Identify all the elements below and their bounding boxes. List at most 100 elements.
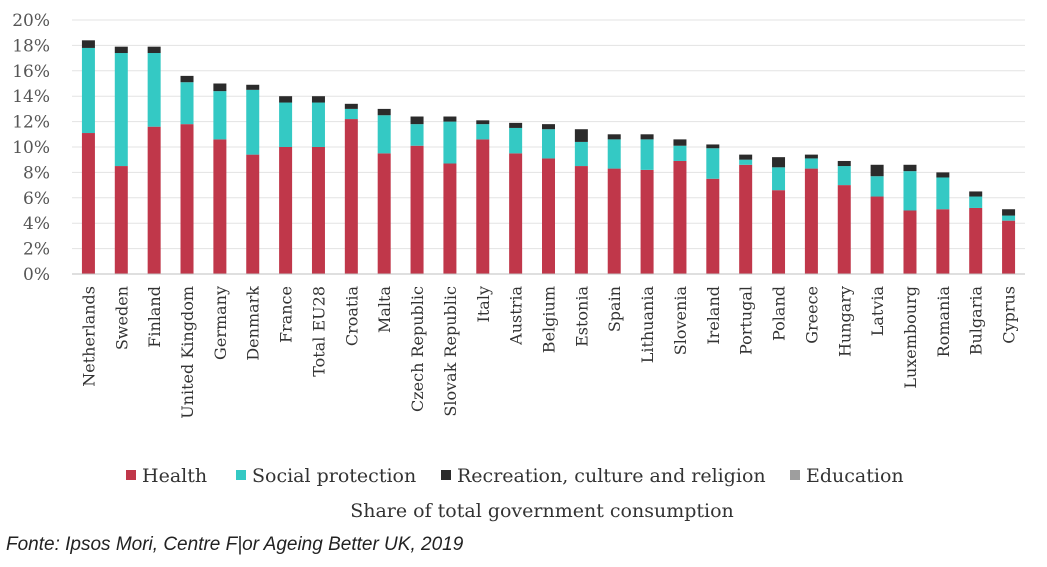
x-tick-label: Germany <box>211 286 230 360</box>
bar-segment-health <box>311 147 325 274</box>
bar-segment-recreation-culture-and-religion <box>443 116 457 122</box>
bar-segment-health <box>180 124 194 274</box>
x-tick-label: Austria <box>507 286 526 346</box>
bar-segment-health <box>903 210 917 274</box>
bar-segment-social-protection <box>279 102 293 147</box>
bar-segment-social-protection <box>476 124 490 140</box>
bar-segment-social-protection <box>640 139 654 170</box>
x-tick-label: Denmark <box>244 286 263 361</box>
bar-segment-recreation-culture-and-religion <box>476 120 490 125</box>
x-tick-label: Croatia <box>342 286 361 347</box>
bar-segment-social-protection <box>180 82 194 125</box>
bar-segment-recreation-culture-and-religion <box>344 103 358 109</box>
x-axis-title: Share of total government consumption <box>350 500 734 522</box>
y-axis-ticks: 0% 2% 4% 6% 8% 10% 12% 14% 16% 18% 20% <box>12 11 50 285</box>
x-tick-label: Slovak Republic <box>441 286 460 417</box>
x-tick-label: Total EU28 <box>309 286 328 377</box>
bar-segment-social-protection <box>509 127 523 154</box>
legend-swatch <box>126 470 136 480</box>
bar-segment-social-protection <box>246 89 260 155</box>
bar-segment-health <box>542 158 555 274</box>
bar-segment-social-protection <box>147 53 161 127</box>
x-tick-label: United Kingdom <box>178 286 197 419</box>
bar-segment-social-protection <box>542 129 555 159</box>
bars <box>81 40 1016 275</box>
bar-segment-social-protection <box>936 177 950 210</box>
x-tick-label: Greece <box>802 286 821 344</box>
bar-segment-recreation-culture-and-religion <box>180 75 194 83</box>
bar-segment-recreation-culture-and-religion <box>213 83 227 92</box>
bar-segment-health <box>739 164 753 274</box>
legend-label: Education <box>806 465 904 487</box>
bar-segment-health <box>706 178 720 274</box>
y-tick-label: 14% <box>12 87 50 107</box>
bar-segment-social-protection <box>673 145 687 161</box>
bar-segment-recreation-culture-and-religion <box>837 160 851 167</box>
bar-segment-health <box>509 153 523 274</box>
x-tick-label: Luxembourg <box>901 286 920 389</box>
bar-segment-health <box>837 185 851 274</box>
bar-segment-health <box>344 119 358 274</box>
y-tick-label: 2% <box>23 240 50 260</box>
x-tick-label: Cyprus <box>1000 286 1019 344</box>
bar-segment-health <box>969 207 983 274</box>
legend-label: Social protection <box>252 465 416 487</box>
bar-segment-social-protection <box>706 148 720 179</box>
bar-segment-recreation-culture-and-religion <box>147 46 161 54</box>
x-tick-label: Bulgaria <box>967 286 986 356</box>
bar-segment-health <box>279 147 293 274</box>
bar-segment-social-protection <box>114 53 128 167</box>
bar-segment-health <box>147 126 161 275</box>
y-tick-label: 12% <box>12 113 50 133</box>
bar-segment-recreation-culture-and-religion <box>246 84 260 90</box>
legend-label: Health <box>142 465 207 487</box>
bar-segment-social-protection <box>311 102 325 147</box>
legend-swatch <box>790 470 800 480</box>
bar-segment-social-protection <box>772 167 786 191</box>
bar-segment-social-protection <box>870 176 884 197</box>
source-note: Fonte: Ipsos Mori, Centre F|or Ageing Be… <box>6 534 464 555</box>
bar-segment-recreation-culture-and-religion <box>706 144 720 149</box>
y-tick-label: 0% <box>23 265 50 285</box>
bar-segment-health <box>936 209 950 274</box>
bar-segment-health <box>213 139 227 274</box>
x-tick-label: Slovenia <box>671 286 690 356</box>
y-tick-label: 8% <box>23 163 50 183</box>
bar-segment-recreation-culture-and-religion <box>1002 209 1016 216</box>
legend-swatch <box>441 470 451 480</box>
bar-segment-recreation-culture-and-religion <box>607 134 621 140</box>
bar-segment-health <box>443 163 457 274</box>
x-tick-label: Belgium <box>540 286 559 353</box>
x-axis-categories: Netherlands Sweden Finland United Kingdom Ge… <box>79 286 1018 419</box>
bar-segment-recreation-culture-and-religion <box>772 157 786 168</box>
y-tick-label: 4% <box>23 214 50 234</box>
bar-segment-recreation-culture-and-religion <box>903 164 917 172</box>
x-tick-label: Czech Republic <box>408 286 427 412</box>
bar-segment-social-protection <box>81 47 95 134</box>
bar-segment-social-protection <box>443 121 457 164</box>
bar-segment-health <box>410 145 424 274</box>
bar-segment-social-protection <box>739 159 753 165</box>
bar-segment-social-protection <box>837 166 851 186</box>
bar-segment-recreation-culture-and-religion <box>311 96 325 103</box>
bar-segment-recreation-culture-and-religion <box>870 164 884 177</box>
x-tick-label: Malta <box>375 286 394 333</box>
x-tick-label: Latvia <box>868 286 887 337</box>
bar-segment-recreation-culture-and-religion <box>969 191 983 197</box>
bar-segment-recreation-culture-and-religion <box>81 40 95 48</box>
bar-segment-social-protection <box>574 141 588 167</box>
y-tick-label: 10% <box>12 138 50 158</box>
x-tick-label: Lithuania <box>638 286 657 364</box>
y-tick-label: 20% <box>12 11 50 31</box>
legend-swatch <box>236 470 246 480</box>
bar-segment-social-protection <box>1002 215 1016 221</box>
legend-label: Recreation, culture and religion <box>457 465 766 487</box>
x-tick-label: Poland <box>770 286 789 341</box>
bar-segment-health <box>574 166 588 274</box>
bar-segment-recreation-culture-and-religion <box>114 46 128 54</box>
y-tick-label: 16% <box>12 62 50 82</box>
x-tick-label: Portugal <box>737 286 756 355</box>
bar-segment-health <box>772 190 786 274</box>
bar-segment-recreation-culture-and-religion <box>804 154 818 159</box>
